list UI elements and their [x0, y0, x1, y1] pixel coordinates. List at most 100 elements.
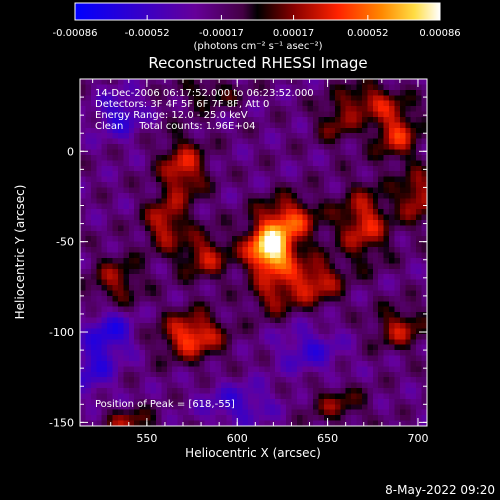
heatmap-cell — [264, 360, 271, 367]
heatmap-cell — [101, 317, 108, 324]
heatmap-cell — [101, 225, 108, 232]
heatmap-cell — [139, 355, 146, 362]
heatmap-cell — [378, 127, 385, 134]
heatmap-cell — [389, 377, 396, 384]
heatmap-cell — [378, 144, 385, 151]
heatmap-cell — [291, 420, 298, 427]
heatmap-cell — [155, 133, 162, 140]
heatmap-cell — [90, 116, 97, 123]
heatmap-cell — [242, 279, 249, 286]
heatmap-cell — [313, 371, 320, 378]
heatmap-cell — [383, 111, 390, 118]
heatmap-cell — [112, 171, 119, 178]
heatmap-cell — [85, 398, 92, 405]
heatmap-cell — [258, 116, 265, 123]
heatmap-cell — [296, 290, 303, 297]
heatmap-cell — [199, 322, 206, 329]
heatmap-cell — [128, 241, 135, 248]
heatmap-cell — [280, 290, 287, 297]
heatmap-cell — [183, 295, 190, 302]
heatmap-cell — [399, 236, 406, 243]
heatmap-cell — [356, 79, 363, 86]
heatmap-cell — [307, 409, 314, 416]
heatmap-cell — [172, 122, 179, 129]
heatmap-cell — [172, 247, 179, 254]
heatmap-cell — [253, 236, 260, 243]
heatmap-cell — [302, 263, 309, 270]
heatmap-cell — [242, 133, 249, 140]
heatmap-cell — [394, 350, 401, 357]
heatmap-cell — [128, 285, 135, 292]
heatmap-cell — [231, 301, 238, 308]
heatmap-cell — [421, 393, 428, 400]
heatmap-cell — [253, 333, 260, 340]
heatmap-cell — [361, 122, 368, 129]
heatmap-cell — [275, 360, 282, 367]
heatmap-cell — [280, 116, 287, 123]
heatmap-cell — [302, 322, 309, 329]
heatmap-cell — [275, 306, 282, 313]
heatmap-cell — [405, 344, 412, 351]
heatmap-cell — [286, 230, 293, 237]
heatmap-cell — [248, 398, 255, 405]
heatmap-cell — [351, 241, 358, 248]
heatmap-cell — [291, 317, 298, 324]
heatmap-cell — [291, 187, 298, 194]
heatmap-cell — [286, 322, 293, 329]
heatmap-cell — [128, 100, 135, 107]
heatmap-cell — [253, 116, 260, 123]
heatmap-cell — [280, 279, 287, 286]
heatmap-cell — [90, 371, 97, 378]
heatmap-cell — [367, 388, 374, 395]
heatmap-cell — [128, 182, 135, 189]
heatmap-cell — [340, 274, 347, 281]
heatmap-cell — [345, 355, 352, 362]
heatmap-cell — [416, 182, 423, 189]
heatmap-cell — [242, 388, 249, 395]
heatmap-cell — [378, 230, 385, 237]
heatmap-cell — [389, 247, 396, 254]
heatmap-cell — [291, 301, 298, 308]
heatmap-cell — [340, 268, 347, 275]
heatmap-cell — [356, 95, 363, 102]
colorbar — [74, 2, 441, 21]
heatmap-cell — [345, 306, 352, 313]
heatmap-cell — [416, 355, 423, 362]
heatmap-cell — [286, 165, 293, 172]
heatmap-cell — [253, 198, 260, 205]
heatmap-cell — [258, 209, 265, 216]
heatmap-cell — [183, 187, 190, 194]
heatmap-cell — [248, 312, 255, 319]
heatmap-cell — [383, 382, 390, 389]
heatmap-cell — [323, 268, 330, 275]
heatmap-cell — [155, 165, 162, 172]
heatmap-cell — [253, 214, 260, 221]
heatmap-cell — [107, 160, 114, 167]
heatmap-cell — [416, 79, 423, 86]
heatmap-cell — [139, 154, 146, 161]
heatmap-cell — [101, 106, 108, 113]
heatmap-cell — [80, 122, 87, 129]
heatmap-cell — [323, 219, 330, 226]
heatmap-cell — [177, 382, 184, 389]
heatmap-cell — [416, 322, 423, 329]
heatmap-cell — [394, 312, 401, 319]
heatmap-cell — [161, 306, 168, 313]
heatmap-cell — [334, 247, 341, 254]
heatmap-cell — [85, 350, 92, 357]
heatmap-cell — [258, 301, 265, 308]
heatmap-cell — [123, 160, 130, 167]
heatmap-cell — [172, 144, 179, 151]
heatmap-cell — [161, 84, 168, 91]
heatmap-cell — [253, 344, 260, 351]
heatmap-cell — [296, 339, 303, 346]
heatmap-cell — [416, 138, 423, 145]
heatmap-cell — [90, 127, 97, 134]
heatmap-cell — [155, 182, 162, 189]
heatmap-cell — [264, 263, 271, 270]
heatmap-cell — [117, 290, 124, 297]
heatmap-cell — [242, 398, 249, 405]
heatmap-cell — [399, 106, 406, 113]
heatmap-cell — [405, 306, 412, 313]
heatmap-cell — [340, 160, 347, 167]
